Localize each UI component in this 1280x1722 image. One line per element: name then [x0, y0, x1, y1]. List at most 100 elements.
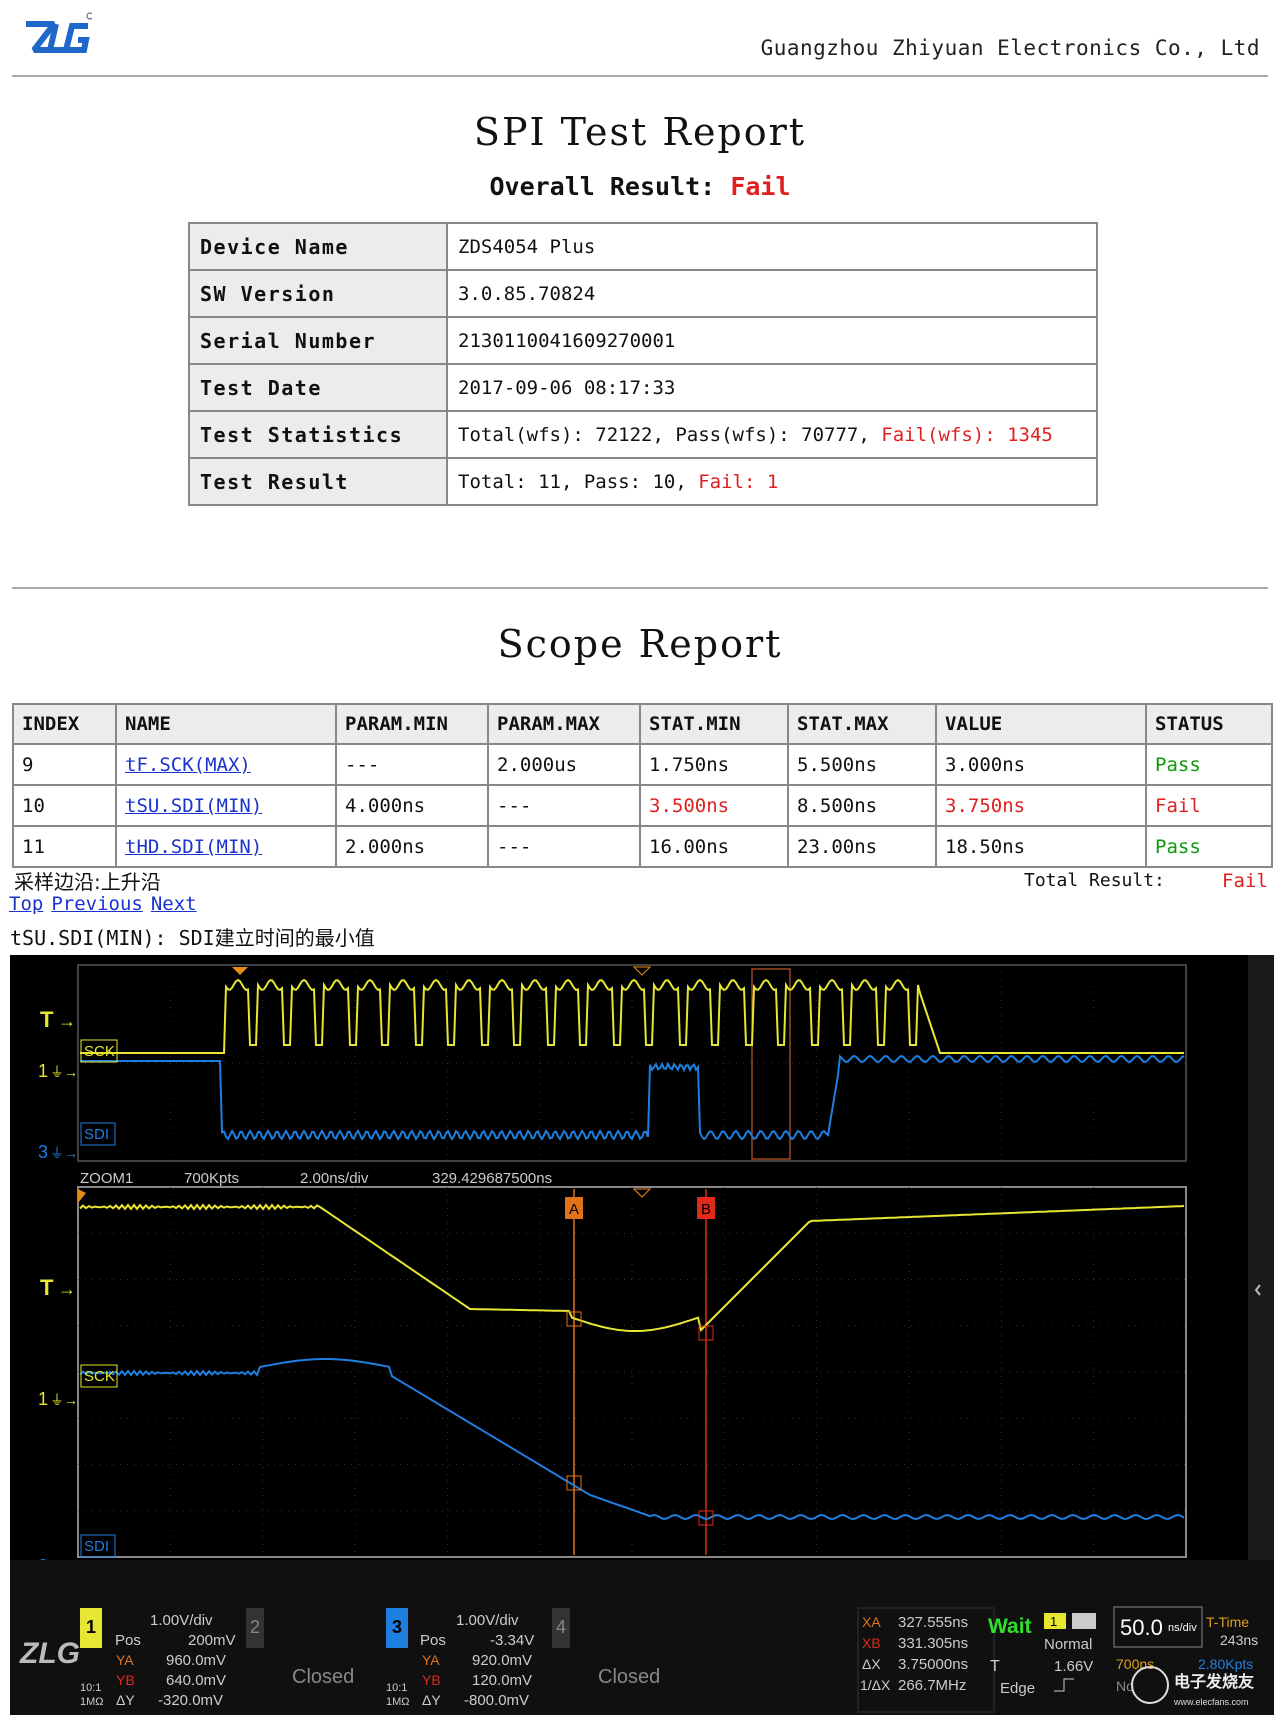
nav-links: Top Previous Next [9, 893, 205, 915]
param-table: INDEX NAME PARAM.MIN PARAM.MAX STAT.MIN … [12, 703, 1273, 868]
freq-value: 266.7MHz [898, 1677, 966, 1694]
info-key: Serial Number [188, 316, 448, 365]
cursor-a-label: A [569, 1201, 579, 1218]
ch3-impedance: 1MΩ [386, 1696, 410, 1708]
sck-zoom-trace [79, 1203, 1185, 1332]
ch1-ya: 960.0mV [166, 1652, 226, 1669]
col-header: PARAM.MAX [487, 703, 641, 745]
trigger-level-label: T [40, 1275, 54, 1300]
nav-top-link[interactable]: Top [9, 893, 44, 915]
cursor-b-label: B [701, 1201, 711, 1218]
row-param-min: --- [335, 743, 489, 786]
ch4-badge[interactable] [552, 1608, 570, 1648]
row-param-max: --- [487, 784, 641, 827]
company-name: Guangzhou Zhiyuan Electronics Co., Ltd [760, 36, 1260, 60]
overall-result: Overall Result: Fail [0, 172, 1280, 201]
coupling-icon [1072, 1613, 1096, 1629]
zlg-logo [26, 12, 92, 53]
xb-label: XB [862, 1635, 881, 1651]
row-index: 11 [12, 825, 117, 868]
ch2-number: 2 [250, 1617, 260, 1637]
watermark-text: 电子发烧友 [1174, 1672, 1255, 1691]
report-header: Guangzhou Zhiyuan Electronics Co., Ltd [0, 0, 1280, 78]
cursor-b-sck-marker [698, 1325, 714, 1341]
zoom-label: ZOOM1 [80, 1170, 133, 1187]
table-row: Test Result Total: 11, Pass: 10, Fail: 1 [188, 457, 1098, 506]
ch1-pos: 200mV [188, 1632, 236, 1649]
ch1-impedance: 1MΩ [80, 1696, 104, 1708]
row-param-max: 2.000us [487, 743, 641, 786]
zoom-points: 700Kpts [184, 1170, 239, 1187]
ch1-vdiv: 1.00V/div [150, 1612, 213, 1629]
sdi-zoom-trace [79, 1358, 1185, 1521]
row-status: Pass [1145, 825, 1273, 868]
freq-label: 1/ΔX [860, 1677, 891, 1693]
info-key: Test Result [188, 457, 448, 506]
row-name-link[interactable]: tF.SCK(MAX) [125, 753, 251, 776]
ch2-badge[interactable] [246, 1608, 264, 1648]
status-bar [10, 1560, 1274, 1715]
scope-display: T → 1 ⏚→ SCK SDI 3 ⏚→ ZOOM1 700Kpts 2.00… [10, 955, 1274, 1715]
table-cell: tF.SCK(MAX) [115, 743, 337, 786]
center-marker-icon [632, 966, 652, 976]
info-key: Device Name [188, 222, 448, 271]
divider [12, 587, 1268, 589]
cursor-a-tag[interactable] [565, 1197, 583, 1219]
xa-value: 327.555ns [898, 1614, 968, 1631]
info-value: 2017-09-06 08:17:33 [446, 363, 1098, 412]
sck-overview-trace [80, 978, 1184, 1054]
sdi-label-box [80, 1534, 116, 1558]
sck-label-box [80, 1364, 118, 1388]
trigger-level-label: T [40, 1007, 54, 1032]
overall-value: Fail [730, 172, 791, 201]
ch3-ya: 920.0mV [472, 1652, 532, 1669]
sck-label: SCK [84, 1368, 115, 1385]
trigger-mode: Normal [1044, 1636, 1092, 1653]
ch3-dy: -800.0mV [464, 1692, 529, 1709]
nav-next-link[interactable]: Next [150, 893, 197, 915]
ch3-badge[interactable] [386, 1608, 408, 1648]
info-value: ZDS4054 Plus [446, 222, 1098, 271]
table-row: Test Date 2017-09-06 08:17:33 [188, 363, 1098, 412]
side-panel-arrow-icon[interactable] [1254, 1284, 1261, 1296]
timebase-box[interactable] [1113, 1606, 1203, 1648]
cursor-b-tag[interactable] [697, 1197, 715, 1219]
cursor-a-sdi-marker [566, 1475, 582, 1491]
info-value: Total(wfs): 72122, Pass(wfs): 70777, Fai… [446, 410, 1098, 459]
row-name-link[interactable]: tHD.SDI(MIN) [125, 835, 263, 858]
zoom-window[interactable] [751, 968, 791, 1160]
t-time-value: 243ns [1220, 1632, 1258, 1648]
info-key: Test Statistics [188, 410, 448, 459]
arrow-right-icon: → [58, 1011, 76, 1031]
ch1-dy-label: ΔY [116, 1692, 135, 1708]
total-result-label: Total Result: [1024, 870, 1165, 891]
row-stat-min: 1.750ns [639, 743, 789, 786]
ch1-badge[interactable] [80, 1608, 102, 1648]
row-param-min: 2.000ns [335, 825, 489, 868]
info-value: Total: 11, Pass: 10, Fail: 1 [446, 457, 1098, 506]
ch1-level-label: 1 [38, 1061, 48, 1081]
acq-status: Wait [988, 1615, 1032, 1638]
row-name-link[interactable]: tSU.SDI(MIN) [125, 794, 263, 817]
side-panel [1248, 955, 1274, 1595]
row-stat-min: 16.00ns [639, 825, 789, 868]
arrow-right-icon: → [58, 1279, 76, 1299]
cursor-b-sdi-marker [698, 1510, 714, 1526]
row-status: Pass [1145, 743, 1273, 786]
nav-previous-link[interactable]: Previous [51, 893, 143, 915]
col-header: VALUE [935, 703, 1147, 745]
ch3-yb: 120.0mV [472, 1672, 532, 1689]
row-index: 9 [12, 743, 117, 786]
sdi-overview-trace [80, 1054, 1185, 1141]
ch3-level-label: 3 [38, 1142, 48, 1162]
dx-label: ΔX [862, 1656, 881, 1672]
col-header: STATUS [1145, 703, 1273, 745]
ch1-pos-label: Pos [115, 1632, 141, 1649]
total-result-value: Fail [1222, 870, 1268, 892]
trigger-source-badge[interactable] [1044, 1613, 1066, 1629]
xb-value: 331.305ns [898, 1635, 968, 1652]
col-header: STAT.MIN [639, 703, 789, 745]
timebase-unit: ns/div [1168, 1622, 1197, 1634]
ch1-dy: -320.0mV [158, 1692, 223, 1709]
table-row: 10 tSU.SDI(MIN) 4.000ns --- 3.500ns 8.500ns 3.… [12, 784, 1273, 827]
